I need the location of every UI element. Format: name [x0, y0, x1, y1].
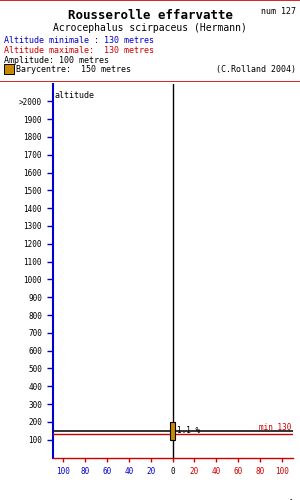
Text: (C.Rolland 2004): (C.Rolland 2004): [216, 65, 296, 74]
Text: Barycentre:  150 metres: Barycentre: 150 metres: [16, 65, 131, 74]
Text: Altitude minimale : 130 metres: Altitude minimale : 130 metres: [4, 36, 154, 45]
Text: altitude: altitude: [55, 90, 95, 100]
Text: Amplitude: 100 metres: Amplitude: 100 metres: [4, 56, 109, 65]
Bar: [4, 64, 14, 74]
Text: min 130: min 130: [259, 423, 291, 432]
Text: Rousserolle effarvatte: Rousserolle effarvatte: [68, 9, 232, 22]
Bar: [170, 422, 175, 440]
Text: Acrocephalus scirpaceus (Hermann): Acrocephalus scirpaceus (Hermann): [53, 23, 247, 33]
Text: en %: en %: [276, 498, 295, 500]
Text: 1.1 %: 1.1 %: [177, 426, 200, 436]
Text: num 127: num 127: [261, 7, 296, 16]
Text: Altitude maximale:  130 metres: Altitude maximale: 130 metres: [4, 46, 154, 55]
